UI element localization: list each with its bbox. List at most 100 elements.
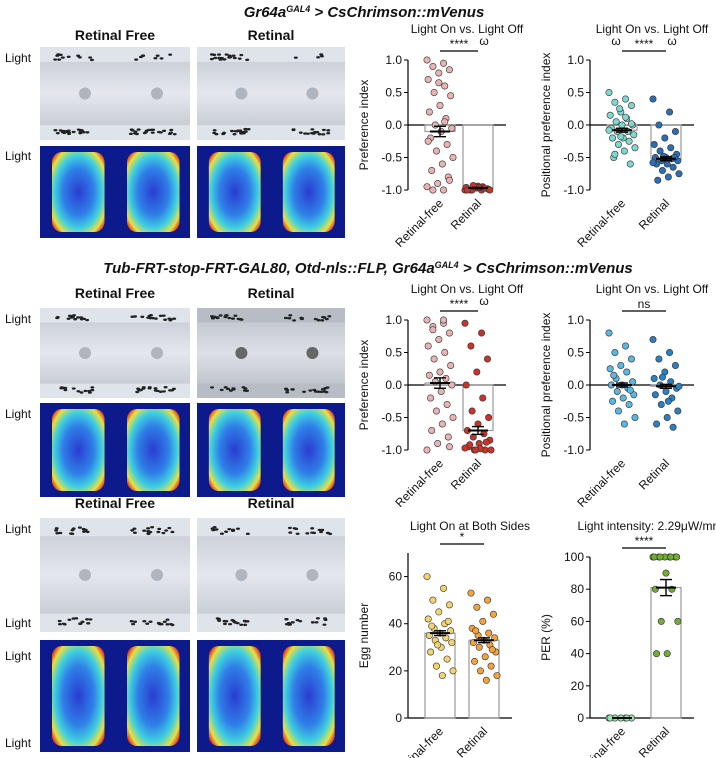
fly bbox=[90, 388, 95, 392]
fly bbox=[316, 56, 321, 59]
fly bbox=[145, 622, 150, 625]
data-point bbox=[610, 371, 618, 379]
data-point bbox=[476, 667, 484, 675]
fly bbox=[81, 130, 86, 134]
data-point bbox=[493, 672, 501, 680]
data-point bbox=[671, 128, 679, 136]
data-point bbox=[485, 413, 493, 421]
data-point bbox=[479, 394, 487, 402]
fly bbox=[161, 314, 166, 317]
fly bbox=[310, 531, 315, 534]
data-point bbox=[650, 553, 658, 561]
fly bbox=[223, 386, 228, 389]
y-tick-label: 0.0 bbox=[385, 378, 402, 392]
fly bbox=[308, 389, 313, 392]
data-point bbox=[605, 89, 613, 97]
data-point bbox=[666, 348, 674, 356]
fly bbox=[57, 622, 62, 626]
chart-title: Light On vs. Light Off bbox=[411, 22, 524, 36]
y-tick-label: 20 bbox=[389, 664, 403, 678]
y-tick-label: 1.0 bbox=[385, 53, 402, 67]
y-tick-label: 40 bbox=[389, 617, 403, 631]
fly bbox=[312, 388, 317, 392]
data-point bbox=[443, 400, 451, 408]
data-point bbox=[423, 56, 431, 64]
data-point bbox=[489, 610, 497, 618]
fly bbox=[55, 316, 60, 320]
bar bbox=[462, 124, 494, 189]
data-point bbox=[658, 373, 666, 381]
fly bbox=[293, 56, 298, 59]
fly bbox=[243, 127, 248, 131]
x-tick-label: Retinal bbox=[636, 724, 672, 758]
y-axis-label: PER (%) bbox=[539, 614, 553, 661]
fly bbox=[222, 131, 227, 135]
fly bbox=[212, 131, 217, 135]
fly bbox=[172, 317, 177, 320]
fly bbox=[70, 532, 75, 536]
fly bbox=[63, 386, 68, 390]
fly bbox=[128, 132, 133, 136]
fly bbox=[54, 529, 59, 532]
fly bbox=[236, 129, 241, 132]
data-point bbox=[448, 124, 456, 132]
y-tick-label: -0.5 bbox=[381, 151, 402, 165]
fly bbox=[319, 390, 324, 394]
y-tick-label: 1.0 bbox=[567, 313, 584, 327]
fly bbox=[153, 57, 158, 60]
light-label: Light bbox=[5, 149, 32, 163]
fly bbox=[74, 617, 79, 620]
fly bbox=[298, 131, 303, 134]
data-point bbox=[483, 355, 491, 363]
data-point bbox=[616, 105, 624, 113]
title-main: Tub-FRT-stop-FRT-GAL80, Otd-nls::FLP, Gr… bbox=[103, 260, 434, 277]
fly bbox=[150, 526, 155, 529]
data-point bbox=[614, 141, 622, 149]
fly bbox=[129, 128, 134, 131]
fly bbox=[230, 618, 235, 622]
light-label: Light bbox=[5, 522, 32, 536]
fly bbox=[54, 527, 59, 530]
fly bbox=[71, 387, 76, 390]
fly bbox=[55, 54, 60, 57]
y-axis-label: Positional preference index bbox=[539, 53, 553, 198]
data-point bbox=[655, 121, 663, 129]
significance-label: **** bbox=[450, 37, 469, 51]
data-point bbox=[623, 368, 631, 376]
data-point bbox=[612, 118, 620, 126]
fly bbox=[224, 53, 229, 56]
fly bbox=[321, 315, 326, 319]
fly bbox=[245, 58, 250, 62]
significance-label: **** bbox=[635, 534, 654, 548]
chart-title: Light On vs. Light Off bbox=[596, 282, 709, 296]
x-tick-label: Retinal bbox=[636, 456, 672, 492]
fly bbox=[327, 315, 332, 318]
fly bbox=[71, 527, 76, 530]
fly bbox=[222, 58, 227, 61]
x-tick-label: Retinal bbox=[448, 196, 484, 232]
well bbox=[79, 87, 91, 100]
fly bbox=[141, 386, 146, 389]
data-point bbox=[424, 76, 432, 84]
well bbox=[151, 347, 163, 359]
fly bbox=[325, 531, 330, 535]
data-point bbox=[631, 413, 639, 421]
fly bbox=[132, 527, 137, 530]
data-point bbox=[487, 446, 495, 454]
x-tick-label: Retinal-free bbox=[574, 456, 628, 510]
data-point bbox=[663, 650, 671, 658]
fly bbox=[57, 619, 62, 623]
fly bbox=[168, 131, 173, 134]
fly bbox=[235, 621, 240, 625]
fly bbox=[224, 530, 229, 533]
x-tick-label: Retinal-free bbox=[392, 456, 446, 510]
data-point bbox=[435, 79, 443, 87]
fly bbox=[76, 316, 81, 319]
fly bbox=[140, 315, 145, 319]
data-point bbox=[445, 66, 453, 74]
fly bbox=[136, 128, 141, 131]
data-point bbox=[661, 134, 669, 142]
fly bbox=[87, 389, 92, 393]
fly bbox=[90, 386, 95, 389]
data-point bbox=[675, 170, 683, 178]
